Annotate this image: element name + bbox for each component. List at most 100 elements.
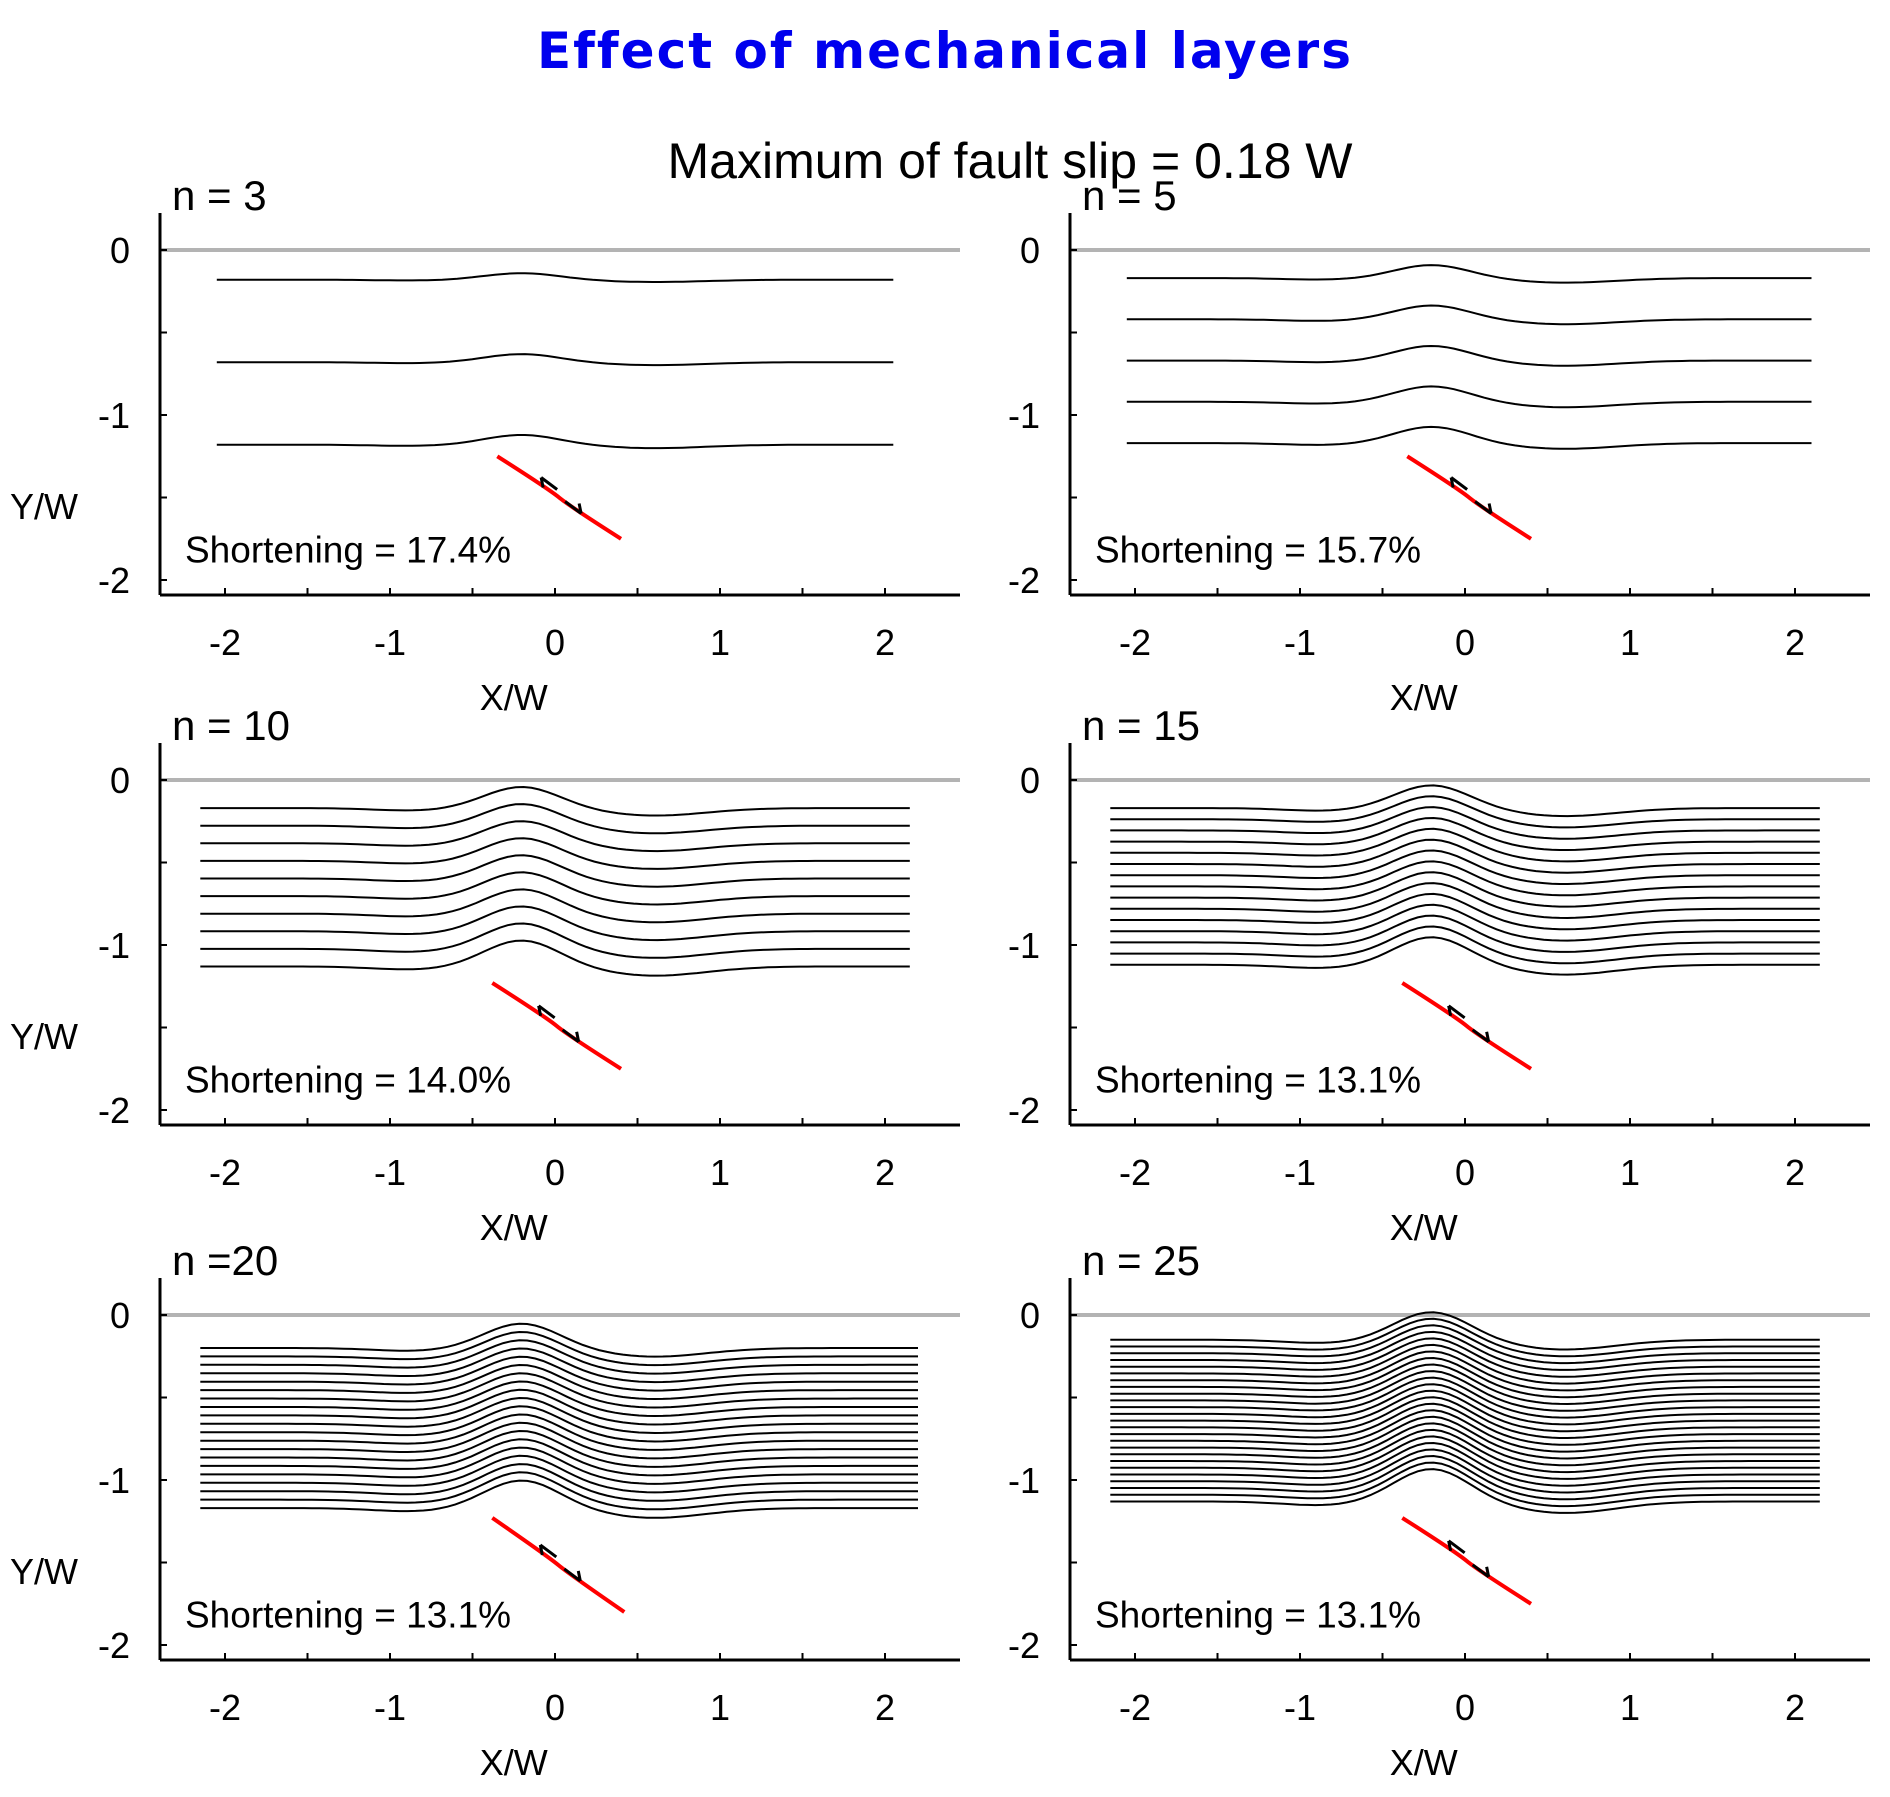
chart-svg: 0 -1 -2 -2 -1 0 1 2 X/W n = 5 Shortening = 15.7% [1008, 172, 1870, 718]
layer-line [1126, 385, 1812, 409]
layer-line [200, 1347, 918, 1384]
panel-label: n = 15 [1082, 702, 1200, 749]
slip-arrow-icon [1449, 476, 1469, 491]
layer-line [1110, 1330, 1820, 1371]
x-tick-label: -1 [374, 1687, 406, 1728]
panel-label: n =20 [172, 1237, 278, 1284]
y-axis-label: Y/W [10, 486, 78, 527]
chart-panel-1: 0 -1 -2 -2 -1 0 1 2 X/W Y/W n = 3 Shortening = 17.4… [0, 172, 960, 718]
layer-line [200, 1479, 918, 1519]
x-tick-label: 1 [710, 1152, 730, 1193]
layer-line [1110, 1409, 1820, 1453]
layer-line [1110, 1317, 1820, 1358]
layer-line [1110, 914, 1820, 953]
slip-arrow-icon [563, 1567, 582, 1583]
y-tick-label: 0 [110, 760, 130, 801]
x-tick-label: -2 [209, 1152, 241, 1193]
layer-line [1110, 882, 1820, 920]
x-tick-label: -1 [1284, 622, 1316, 663]
fault-line [496, 454, 623, 541]
fault-line [1406, 454, 1533, 541]
fault-line [1401, 1516, 1533, 1606]
x-tick-label: 1 [710, 622, 730, 663]
chart-svg: 0 -1 -2 -2 -1 0 1 2 X/W n = 15 Shortening = 13.1% [1008, 702, 1870, 1248]
layer-line [200, 1454, 918, 1494]
fault-line [1401, 981, 1533, 1071]
y-tick-label: -2 [1008, 560, 1040, 601]
slip-arrow-icon [1447, 1004, 1466, 1020]
layer-line [200, 871, 910, 906]
x-tick-label: 0 [1455, 622, 1475, 663]
layer-line [1110, 892, 1820, 931]
figure-subtitle: Maximum of fault slip = 0.18 W [667, 133, 1353, 189]
layer-line [216, 353, 894, 367]
slip-arrow-icon [1471, 1563, 1491, 1579]
layer-line [1126, 304, 1812, 326]
panel-label: n = 25 [1082, 1237, 1200, 1284]
layer-line [200, 922, 910, 959]
layer-line [200, 1429, 918, 1468]
layer-line [1110, 1383, 1820, 1426]
layer-line [1110, 849, 1820, 885]
panel-label: n = 5 [1082, 172, 1177, 219]
chart-svg: 0 -1 -2 -2 -1 0 1 2 X/W Y/W n =20 Shortening = 13.1… [10, 1237, 960, 1783]
layer-line [200, 1446, 918, 1485]
chart-svg: 0 -1 -2 -2 -1 0 1 2 X/W Y/W n = 10 Shortening = 14.… [10, 702, 960, 1248]
layer-line [1110, 860, 1820, 897]
y-tick-label: -1 [1008, 925, 1040, 966]
layer-line [1110, 903, 1820, 942]
slip-arrow-icon [1471, 1028, 1491, 1044]
fault-line [491, 1516, 626, 1614]
x-tick-label: -2 [1119, 1687, 1151, 1728]
slip-arrow-icon [1474, 500, 1493, 515]
layer-line [200, 1463, 918, 1502]
slip-arrow-icon [537, 1004, 556, 1020]
y-axis-label: Y/W [10, 1016, 78, 1057]
x-tick-label: 2 [1785, 1687, 1805, 1728]
shortening-label: Shortening = 17.4% [185, 529, 511, 570]
layer-line [1126, 425, 1812, 450]
layer-line [1110, 806, 1820, 840]
x-axis-label: X/W [1390, 1207, 1458, 1248]
x-tick-label: 1 [1620, 622, 1640, 663]
y-tick-label: 0 [1020, 1295, 1040, 1336]
layer-line [200, 803, 910, 835]
y-tick-label: -1 [98, 925, 130, 966]
chart-svg: 0 -1 -2 -2 -1 0 1 2 X/W Y/W n = 3 Shortening = 17.4… [10, 172, 960, 718]
layer-line [1110, 1415, 1820, 1460]
chart-svg: 0 -1 -2 -2 -1 0 1 2 X/W n = 25 Shortening = 13.1% [1008, 1237, 1870, 1783]
layer-line [1126, 344, 1812, 367]
layer-line [1110, 1350, 1820, 1392]
x-tick-label: 1 [1620, 1152, 1640, 1193]
layer-line [200, 1372, 918, 1409]
chart-panel-3: 0 -1 -2 -2 -1 0 1 2 X/W Y/W n = 10 Shortening = 14.… [0, 702, 960, 1248]
layer-line [1110, 838, 1820, 874]
slip-arrow-icon [1447, 1539, 1466, 1555]
x-tick-label: 0 [545, 622, 565, 663]
shortening-label: Shortening = 13.1% [185, 1594, 511, 1635]
layer-line [216, 272, 894, 283]
layer-line [1110, 1468, 1820, 1514]
slip-arrow-icon [539, 476, 559, 491]
y-tick-label: -2 [98, 1625, 130, 1666]
layer-line [200, 1396, 918, 1435]
layer-line [1110, 1389, 1820, 1433]
fault-line [491, 981, 623, 1071]
y-tick-label: -2 [1008, 1090, 1040, 1131]
layer-line [1110, 925, 1820, 965]
layer-line [200, 1322, 918, 1358]
y-tick-label: -1 [98, 1460, 130, 1501]
y-tick-label: -2 [98, 560, 130, 601]
layer-line [1110, 1402, 1820, 1446]
x-tick-label: 0 [1455, 1152, 1475, 1193]
layer-line [1110, 871, 1820, 908]
x-tick-label: 2 [875, 622, 895, 663]
layer-line [1110, 827, 1820, 863]
x-axis-label: X/W [1390, 677, 1458, 718]
layer-line [200, 1413, 918, 1451]
panel-label: n = 10 [172, 702, 290, 749]
layer-line [1110, 1428, 1820, 1474]
x-tick-label: -2 [209, 622, 241, 663]
layer-line [200, 1339, 918, 1375]
layer-line [200, 837, 910, 870]
